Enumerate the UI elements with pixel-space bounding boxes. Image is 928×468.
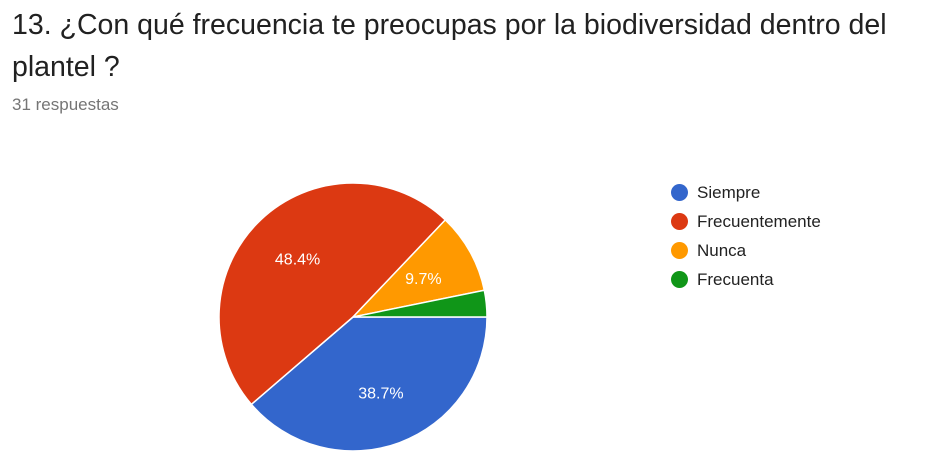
question-title: 13. ¿Con qué frecuencia te preocupas por… <box>12 9 887 83</box>
legend-label-nunca: Nunca <box>697 240 747 260</box>
pie-slices <box>218 182 488 452</box>
slice-label-nunca: 9.7% <box>405 271 441 288</box>
legend-item-siempre[interactable]: Siempre <box>671 178 821 207</box>
pie-slice-frecuentemente[interactable] <box>218 182 447 406</box>
legend-item-frecuentemente[interactable]: Frecuentemente <box>671 207 821 236</box>
pie-slice-siempre[interactable] <box>250 316 488 452</box>
response-count: 31 respuestas <box>12 95 119 114</box>
legend-swatch-frecuenta <box>671 271 688 288</box>
legend-swatch-nunca <box>671 242 688 259</box>
slice-label-siempre: 38.7% <box>358 385 403 402</box>
legend-swatch-frecuentemente <box>671 213 688 230</box>
legend-label-siempre: Siempre <box>697 182 761 202</box>
pie-slice-frecuenta[interactable] <box>352 289 488 318</box>
slice-label-frecuentemente: 48.4% <box>275 252 320 269</box>
chart-legend: Siempre Frecuentemente Nunca Frecuenta <box>671 178 821 294</box>
legend-item-nunca[interactable]: Nunca <box>671 236 821 265</box>
legend-label-frecuentemente: Frecuentemente <box>697 211 821 231</box>
pie-slice-nunca[interactable] <box>350 218 486 319</box>
legend-label-frecuenta: Frecuenta <box>697 269 774 289</box>
legend-swatch-siempre <box>671 184 688 201</box>
legend-item-frecuenta[interactable]: Frecuenta <box>671 265 821 294</box>
pie-slice-labels: 38.7% 48.4% 9.7% <box>275 252 442 403</box>
